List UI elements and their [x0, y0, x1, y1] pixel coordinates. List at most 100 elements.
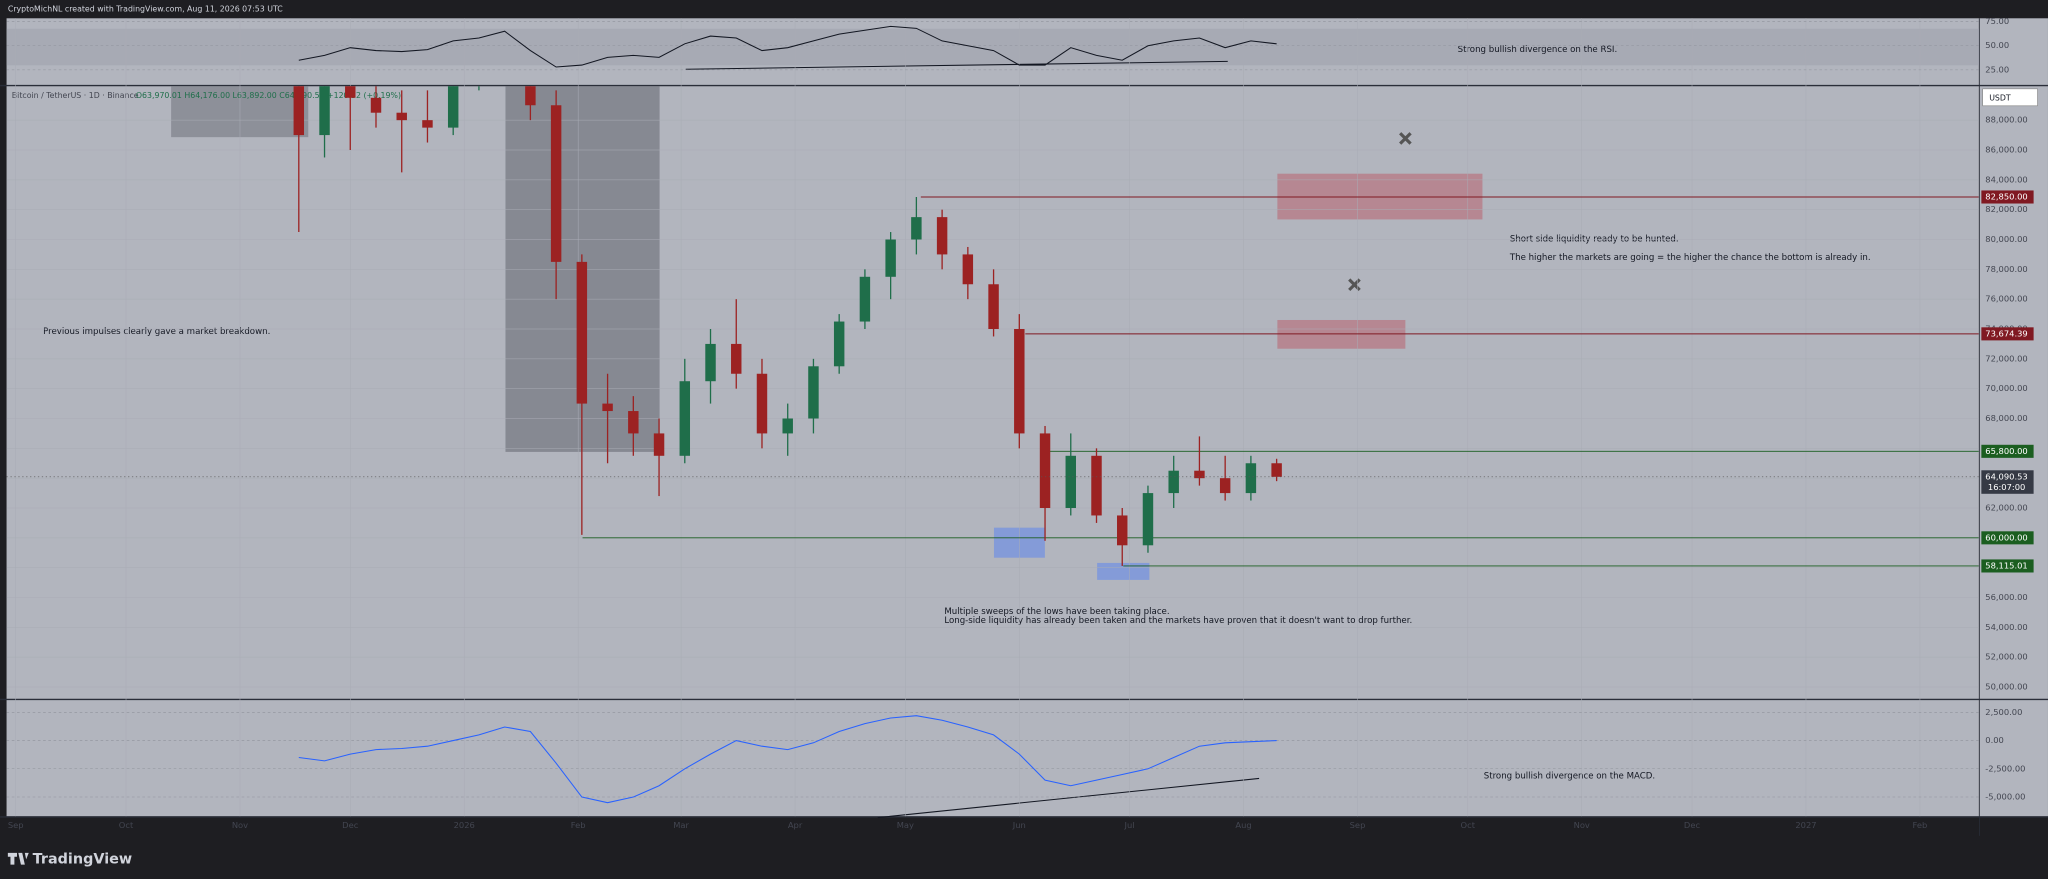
y-tick-label: 50,000.00 [1985, 682, 2027, 692]
candle-body [319, 86, 330, 136]
x-tick-label: Sep [8, 820, 24, 830]
x-tick-label: Oct [1461, 820, 1476, 830]
level-tag [1981, 559, 2034, 573]
sweep-box [1097, 562, 1150, 580]
cross [1399, 132, 1412, 145]
candle-body [525, 86, 536, 106]
candle-body [782, 418, 793, 434]
candle-body [576, 261, 588, 404]
liquidity-zone [1277, 319, 1406, 349]
plot-bg [6, 18, 1979, 817]
candle-body [602, 403, 613, 412]
last-price-tag [1981, 470, 2034, 494]
symbol: Bitcoin / TetherUS · 1D · Binance [12, 91, 139, 100]
x-tick-label: Jun [1012, 820, 1026, 830]
rsi-line [298, 25, 1277, 68]
candle-body [1271, 463, 1282, 477]
candle-body [885, 239, 896, 277]
candle-body [859, 276, 871, 322]
candle-body [396, 112, 407, 121]
y-tick-label: 70,000.00 [1985, 383, 2027, 393]
candle-body [705, 343, 716, 382]
x-tick-label: Dec [1684, 820, 1701, 830]
x-tick-label: 2026 [454, 820, 475, 830]
impulse-box [171, 86, 309, 138]
y-tick-label: 54,000.00 [1985, 622, 2027, 632]
candle-body [345, 86, 356, 98]
level-label: 58,115.01 [1985, 560, 2027, 570]
candle-body [1245, 463, 1257, 494]
rsi-tick-label: 25.00 [1985, 64, 2009, 74]
candle-body [936, 217, 948, 255]
currency-box [1982, 88, 2038, 107]
candle-body [1065, 455, 1076, 509]
x-tick-label: Dec [342, 820, 359, 830]
rsi-band [6, 28, 1979, 66]
x-tick-label: Apr [788, 820, 803, 830]
candle-body [653, 433, 665, 456]
candle-body [833, 321, 845, 367]
candle-body [731, 343, 742, 374]
brand-logo [7, 852, 29, 865]
macd-tick-label: -5,000.00 [1985, 792, 2025, 802]
level-tag [1981, 531, 2034, 545]
x-tick-label: 2027 [1795, 820, 1816, 830]
candle-body [962, 254, 974, 285]
candle-body [422, 120, 433, 128]
currency: USDT [1989, 93, 2011, 102]
candle-body [550, 105, 562, 262]
annotation: Multiple sweeps of the lows have been ta… [944, 607, 1169, 617]
ohlc: O63,970.01 H64,176.00 L63,892.00 C64,090… [136, 91, 401, 100]
macd-line [298, 715, 1277, 804]
y-tick-label: 62,000.00 [1985, 503, 2027, 513]
x-tick-label: Mar [673, 820, 689, 830]
y-tick-label: 68,000.00 [1985, 413, 2027, 423]
y-tick-label: 84,000.00 [1985, 174, 2027, 184]
level-tag [1981, 190, 2034, 204]
macd-tick-label: -2,500.00 [1985, 763, 2025, 773]
y-tick-label: 52,000.00 [1985, 652, 2027, 662]
x-tick-label: Oct [119, 820, 134, 830]
y-tick-label: 78,000.00 [1985, 264, 2027, 274]
x-tick-label: Nov [232, 820, 248, 830]
candle-body [293, 86, 305, 136]
candle-body [911, 217, 922, 240]
brand-name: TradingView [33, 851, 132, 867]
x-tick-label: Jul [1124, 820, 1135, 830]
y-tick-label: 76,000.00 [1985, 294, 2027, 304]
countdown: 16:07:00 [1988, 482, 2025, 492]
candle-body [756, 373, 768, 434]
macd-divergence [877, 777, 1260, 819]
last-price-label: 64,090.53 [1985, 471, 2027, 481]
candle-body [1091, 455, 1102, 516]
candle-body [679, 381, 691, 456]
level-label: 82,850.00 [1985, 191, 2027, 201]
x-tick-label: Feb [1913, 820, 1928, 830]
annotation: Strong bullish divergence on the MACD. [1484, 771, 1655, 781]
credit: CryptoMichNL created with TradingView.co… [8, 5, 283, 14]
level-label: 60,000.00 [1985, 532, 2027, 542]
candle-body [1039, 433, 1051, 509]
x-tick-label: Nov [1574, 820, 1590, 830]
rsi-tick-label: 75.00 [1985, 16, 2009, 26]
annotation: Previous impulses clearly gave a market … [43, 327, 270, 337]
x-tick-label: Aug [1235, 820, 1251, 830]
candle-body [370, 97, 382, 113]
candle-body [1168, 470, 1179, 494]
candle-body [1142, 493, 1154, 546]
brand: TradingView [7, 851, 132, 867]
y-tick-label: 80,000.00 [1985, 234, 2027, 244]
axis-bg [1978, 18, 2048, 817]
y-tick-label: 56,000.00 [1985, 592, 2027, 602]
level-tag [1981, 444, 2034, 458]
level-label: 65,800.00 [1985, 446, 2027, 456]
annotation: Long-side liquidity has already been tak… [944, 616, 1412, 626]
candle-body [628, 411, 639, 434]
macd-tick-label: 0.00 [1985, 735, 2004, 745]
target-marks [1348, 132, 1412, 292]
level-tag [1981, 327, 2034, 341]
rsi-tick-label: 50.00 [1985, 40, 2009, 50]
candles [293, 86, 1282, 566]
